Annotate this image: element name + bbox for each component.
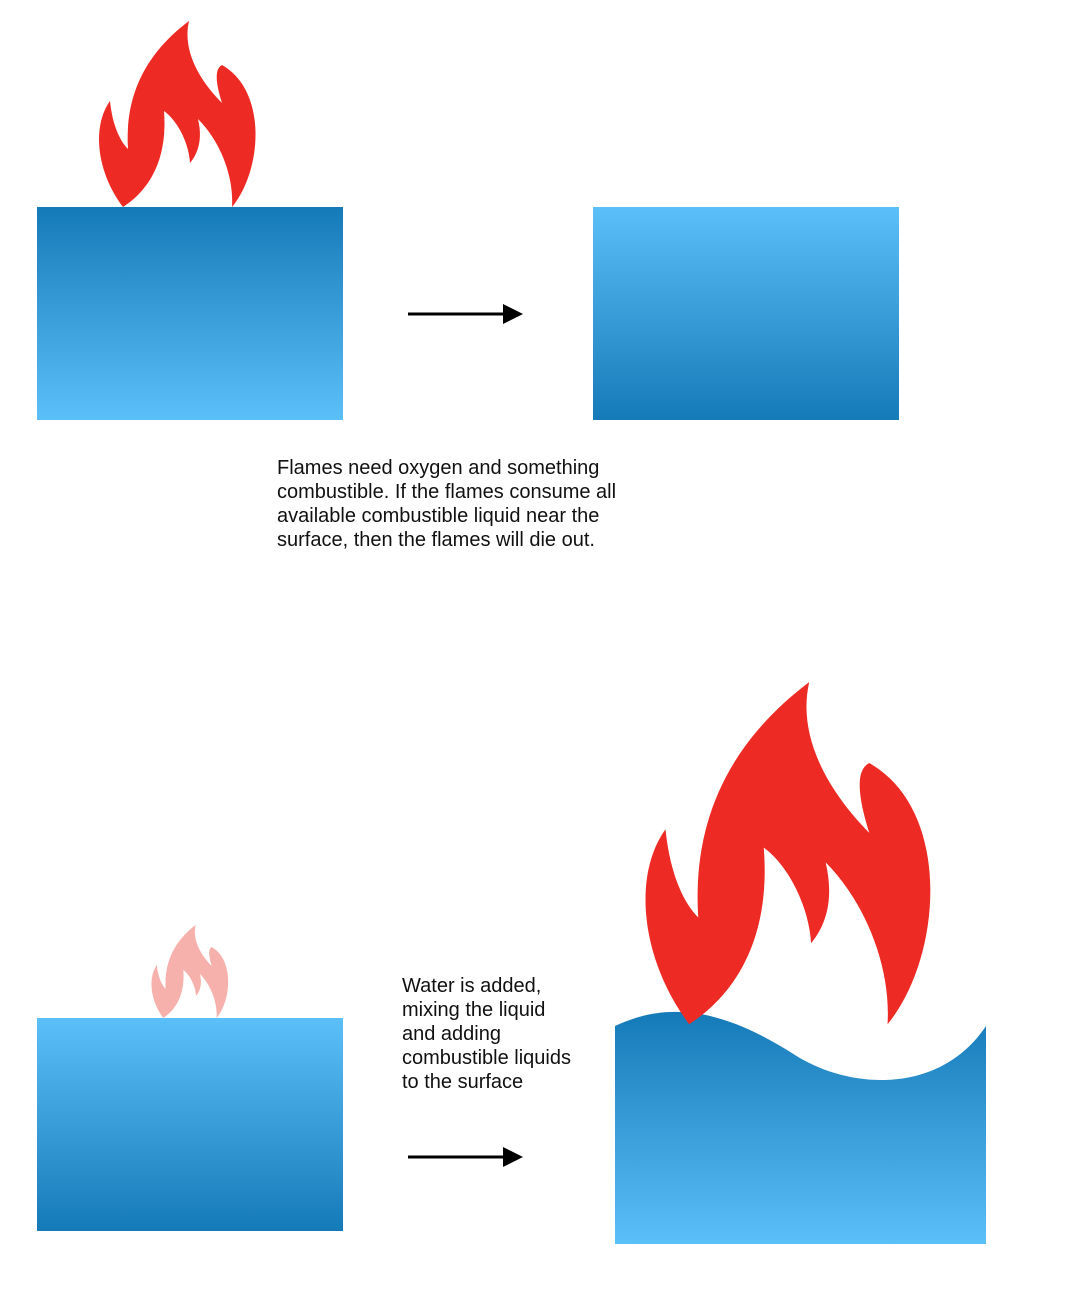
flame-icon: [151, 925, 229, 1018]
caption-water-added: Water is added, mixing the liquid and ad…: [402, 975, 571, 1093]
liquid-block-bottom-left: [37, 1018, 343, 1231]
flame-icon: [99, 21, 256, 207]
liquid-block-top-right: [593, 207, 899, 420]
flame-icon: [645, 682, 931, 1025]
liquid-wave-bottom-right: [615, 1011, 986, 1244]
caption-flames-die-out: Flames need oxygen and something combust…: [277, 457, 617, 551]
arrow-right-icon: [408, 304, 523, 324]
liquid-block-top-left: [37, 207, 343, 420]
arrow-right-icon: [408, 1147, 523, 1167]
